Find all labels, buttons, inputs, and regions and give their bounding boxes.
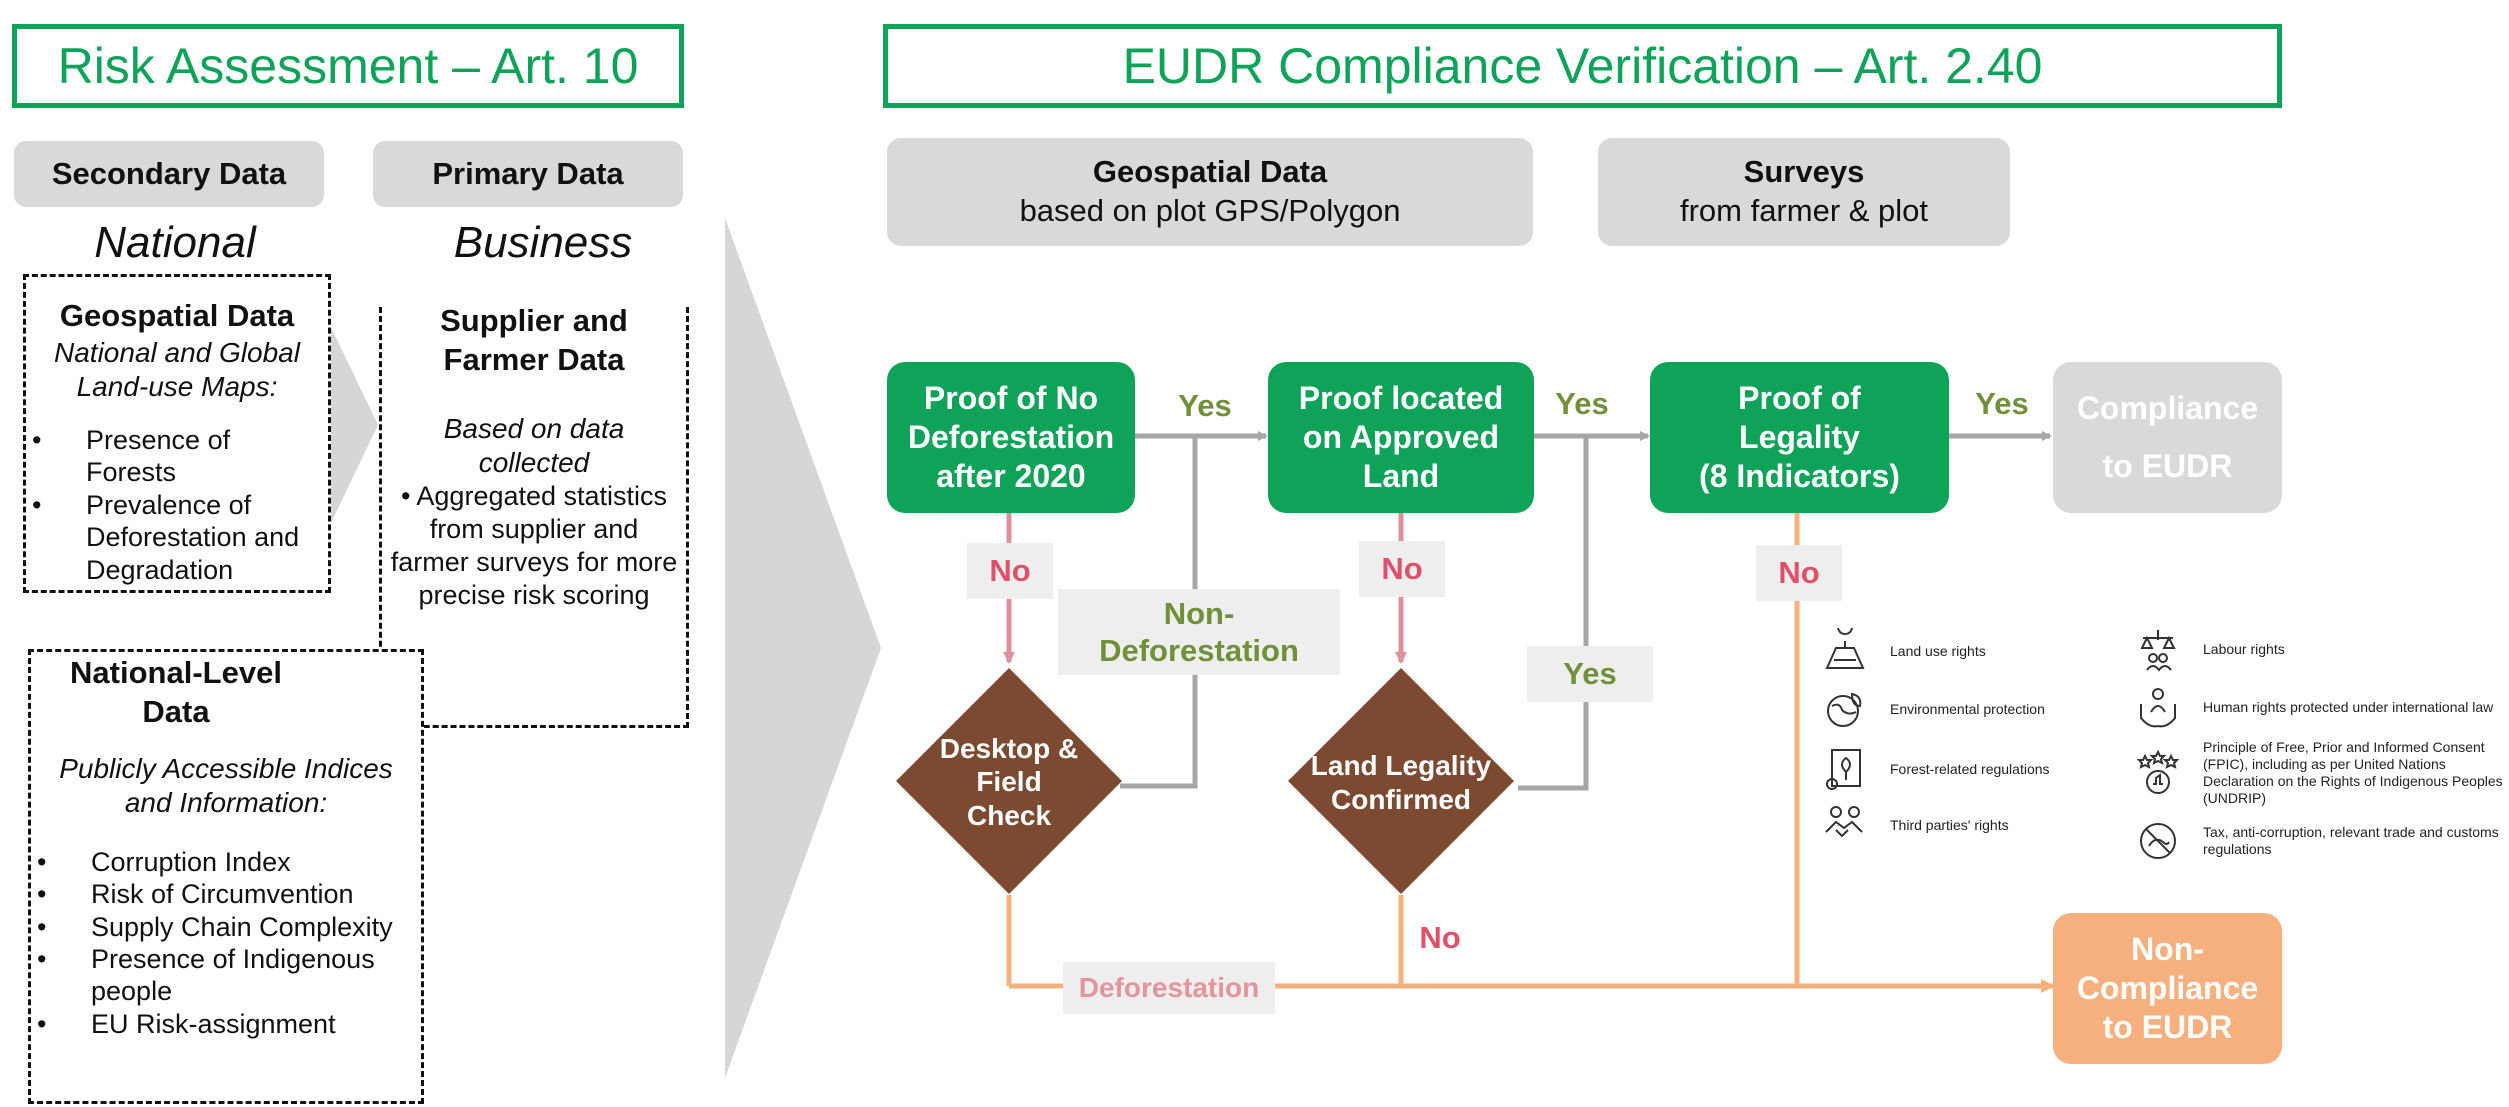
legality-indicators-left: Land use rights Environmental protection… [1822, 628, 2102, 848]
national-level-title: National-Level Data [70, 655, 282, 729]
list-item: Presence of Indigenous people [31, 943, 413, 1008]
yes-label-3: Yes [1975, 386, 2029, 422]
list-item: Presence of Forests [26, 424, 318, 489]
chevron-arrow-large [725, 218, 881, 1078]
yes-label-2: Yes [1555, 386, 1609, 422]
list-item: Corruption Index [31, 846, 413, 879]
national-level-data-box: National-Level Data Publicly Accessible … [28, 649, 424, 1104]
surveys-header: Surveys from farmer & plot [1598, 138, 2010, 246]
left-title: Risk Assessment – Art. 10 [12, 24, 684, 108]
business-label: Business [453, 218, 633, 267]
no-label-1: No [967, 543, 1053, 599]
supplier-farmer-title: Supplier and Farmer Data [382, 302, 686, 380]
supplier-farmer-bullet: • Aggregated statistics from supplier an… [390, 480, 678, 610]
list-item: Risk of Circumvention [31, 878, 413, 911]
yes-label-4: Yes [1527, 646, 1653, 702]
indicator-row: Environmental protection [1822, 686, 2102, 732]
fpic-icon [2136, 750, 2180, 794]
forest-regulation-icon [1826, 749, 1861, 790]
anti-corruption-icon [2140, 823, 2176, 859]
land-legality-label: Land Legality Confirmed [1310, 750, 1492, 815]
list-item: EU Risk-assignment [31, 1008, 413, 1041]
list-item: Prevalence of Deforestation and Degradat… [26, 489, 318, 586]
supplier-farmer-data-box: Supplier and Farmer Data Based on data c… [379, 302, 689, 728]
desktop-field-check-label: Desktop & Field Check [939, 732, 1079, 831]
indicator-row: Forest-related regulations [1822, 746, 2102, 792]
non-compliance-box: Non- Compliance to EUDR [2053, 913, 2282, 1064]
primary-data-header: Primary Data [373, 141, 683, 207]
land-use-icon [1825, 628, 1865, 669]
no-label-2: No [1359, 541, 1445, 597]
geospatial-data-title: Geospatial Data [59, 298, 295, 333]
handshake-icon [1825, 806, 1863, 838]
labour-rights-icon [2140, 630, 2176, 672]
national-level-bullets: Corruption Index Risk of Circumvention S… [31, 846, 421, 1041]
human-rights-icon [2140, 688, 2176, 728]
national-level-subtitle: Publicly Accessible Indices and Informat… [59, 752, 393, 818]
non-deforestation-label: Non- Deforestation [1058, 589, 1340, 675]
supplier-farmer-subtitle: Based on data collected [443, 412, 625, 478]
geospatial-plot-header: Geospatial Data based on plot GPS/Polygo… [887, 138, 1533, 246]
secondary-data-header: Secondary Data [14, 141, 324, 207]
step-legality: Proof of Legality (8 Indicators) [1650, 362, 1949, 513]
legality-indicators-right: Labour rights Human rights protected und… [2135, 626, 2505, 864]
compliance-box: Compliance to EUDR [2053, 362, 2282, 513]
indicator-row: Human rights protected under internation… [2135, 684, 2505, 730]
no-label-3: No [1756, 545, 1842, 601]
deforestation-label: Deforestation [1063, 962, 1275, 1014]
national-label: National [94, 218, 256, 267]
indicator-row: Tax, anti-corruption, relevant trade and… [2135, 818, 2505, 864]
geospatial-bullets: Presence of Forests Prevalence of Defore… [26, 424, 328, 586]
diamond-land-legality [1288, 668, 1514, 894]
list-item: Supply Chain Complexity [31, 911, 413, 944]
geospatial-data-subtitle: National and Global Land-use Maps: [54, 336, 300, 402]
step-no-deforestation: Proof of No Deforestation after 2020 [887, 362, 1135, 513]
indicator-row: Labour rights [2135, 626, 2505, 672]
step-approved-land: Proof located on Approved Land [1268, 362, 1534, 513]
indicator-row: Land use rights [1822, 628, 2102, 674]
geospatial-data-box: Geospatial Data National and Global Land… [23, 274, 331, 593]
chevron-arrow-small-1 [330, 325, 378, 525]
no-label-4: No [1419, 920, 1461, 956]
indicator-row: Third parties' rights [1822, 802, 2102, 848]
yes-label-1: Yes [1178, 388, 1232, 424]
indicator-row: Principle of Free, Prior and Informed Co… [2135, 739, 2505, 806]
diamond-desktop-check [896, 668, 1122, 894]
environment-icon [1827, 692, 1862, 727]
right-title: EUDR Compliance Verification – Art. 2.40 [883, 24, 2282, 108]
